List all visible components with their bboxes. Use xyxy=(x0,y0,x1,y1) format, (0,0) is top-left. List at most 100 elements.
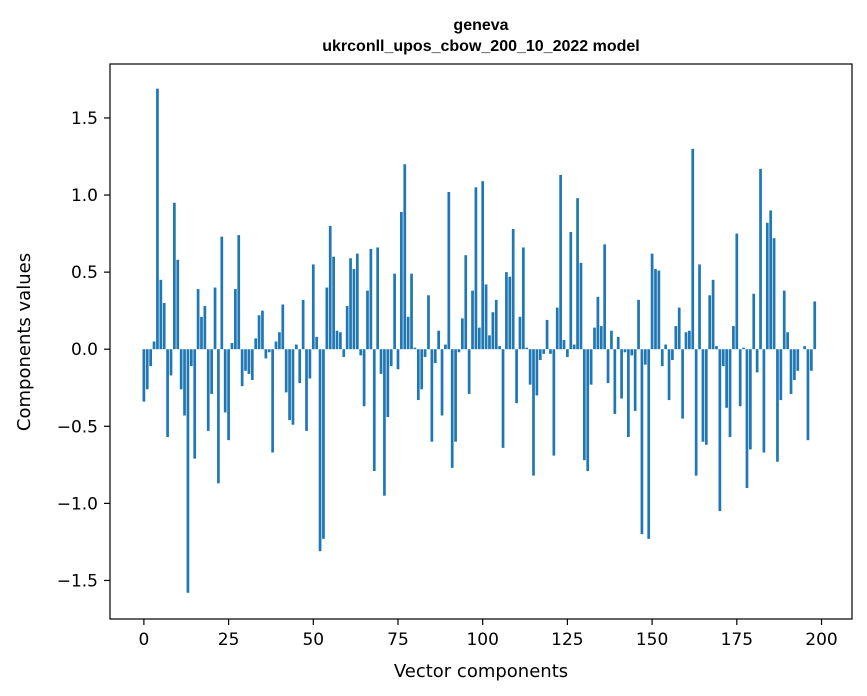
bar-158 xyxy=(677,307,681,350)
bar-39 xyxy=(274,341,278,350)
bar-23 xyxy=(220,236,224,350)
bar-28 xyxy=(237,235,241,350)
bar-67 xyxy=(369,249,373,350)
bar-36 xyxy=(264,349,268,359)
bar-102 xyxy=(488,335,491,350)
bar-151 xyxy=(654,269,657,350)
bar-182 xyxy=(759,168,762,350)
bar-45 xyxy=(294,344,298,350)
bar-10 xyxy=(176,259,180,350)
bar-22 xyxy=(217,349,220,484)
bar-69 xyxy=(376,247,380,350)
y-tick-label: −1.5 xyxy=(57,571,98,591)
bar-53 xyxy=(322,349,325,539)
bar-152 xyxy=(657,270,661,350)
x-tick-label: 125 xyxy=(551,630,583,650)
x-tick-label: 100 xyxy=(466,630,498,650)
bar-167 xyxy=(708,295,712,350)
bar-97 xyxy=(471,290,474,350)
bar-87 xyxy=(437,330,440,350)
bar-172 xyxy=(725,349,728,408)
bar-72 xyxy=(386,349,390,418)
bar-160 xyxy=(684,332,688,350)
bar-74 xyxy=(393,273,396,350)
bar-195 xyxy=(803,346,806,350)
bar-145 xyxy=(633,349,637,411)
bar-113 xyxy=(525,347,529,350)
bar-141 xyxy=(620,349,623,399)
x-tick-label: 0 xyxy=(138,630,149,650)
bar-35 xyxy=(261,310,264,350)
bar-164 xyxy=(698,264,701,350)
bar-95 xyxy=(464,255,468,350)
bar-186 xyxy=(772,238,776,350)
bar-40 xyxy=(278,332,281,350)
bar-196 xyxy=(806,349,810,441)
x-tick-label: 200 xyxy=(805,630,837,650)
bar-66 xyxy=(366,290,369,350)
bar-163 xyxy=(694,349,698,476)
bar-15 xyxy=(193,349,197,459)
bar-180 xyxy=(752,293,756,350)
bar-135 xyxy=(599,326,603,350)
bar-120 xyxy=(549,349,552,354)
bar-110 xyxy=(515,349,518,404)
bar-50 xyxy=(311,264,315,350)
bar-56 xyxy=(332,256,335,350)
bar-92 xyxy=(454,349,457,442)
bar-42 xyxy=(284,349,288,393)
bar-73 xyxy=(389,349,393,367)
bar-119 xyxy=(545,319,549,350)
bar-94 xyxy=(461,318,464,350)
bar-178 xyxy=(745,349,749,488)
bar-89 xyxy=(444,344,447,350)
bar-187 xyxy=(776,349,779,462)
y-tick-label: 1.0 xyxy=(71,186,98,206)
bar-16 xyxy=(196,289,200,350)
bar-82 xyxy=(420,349,424,390)
bar-169 xyxy=(715,346,718,350)
bar-77 xyxy=(403,164,407,350)
bar-130 xyxy=(582,349,586,461)
bar-21 xyxy=(213,287,217,350)
bar-90 xyxy=(447,191,451,350)
bar-93 xyxy=(457,349,461,353)
bar-100 xyxy=(481,181,485,350)
bar-161 xyxy=(688,330,691,350)
bar-148 xyxy=(643,349,647,365)
x-axis-label: Vector components xyxy=(394,661,568,682)
bar-177 xyxy=(742,347,745,350)
bar-137 xyxy=(606,349,610,384)
bar-114 xyxy=(528,349,532,385)
bar-55 xyxy=(328,225,332,350)
bar-88 xyxy=(440,349,444,416)
bar-5 xyxy=(159,279,163,350)
y-tick-label: 0.0 xyxy=(71,340,98,360)
chart-subtitle: ukrconll_upos_cbow_200_10_2022 model xyxy=(322,38,639,55)
bar-159 xyxy=(681,349,684,419)
bar-139 xyxy=(613,349,617,414)
bar-190 xyxy=(786,332,789,350)
bar-4 xyxy=(156,88,159,350)
bar-175 xyxy=(735,233,739,350)
bar-134 xyxy=(596,296,600,350)
bar-48 xyxy=(305,349,308,431)
bar-128 xyxy=(576,198,579,350)
bar-57 xyxy=(335,330,339,350)
bar-13 xyxy=(186,349,190,593)
bar-99 xyxy=(477,327,481,350)
bar-179 xyxy=(749,349,752,450)
bar-32 xyxy=(250,349,254,381)
bar-197 xyxy=(809,349,813,371)
bar-109 xyxy=(511,228,515,350)
bar-184 xyxy=(765,222,769,350)
bar-46 xyxy=(298,349,302,384)
bar-1 xyxy=(145,349,149,390)
bar-54 xyxy=(325,287,329,350)
bar-31 xyxy=(247,349,251,374)
bar-147 xyxy=(640,349,644,535)
bar-38 xyxy=(271,349,274,453)
bar-47 xyxy=(301,299,305,350)
bar-11 xyxy=(179,349,183,390)
bar-49 xyxy=(308,349,312,379)
